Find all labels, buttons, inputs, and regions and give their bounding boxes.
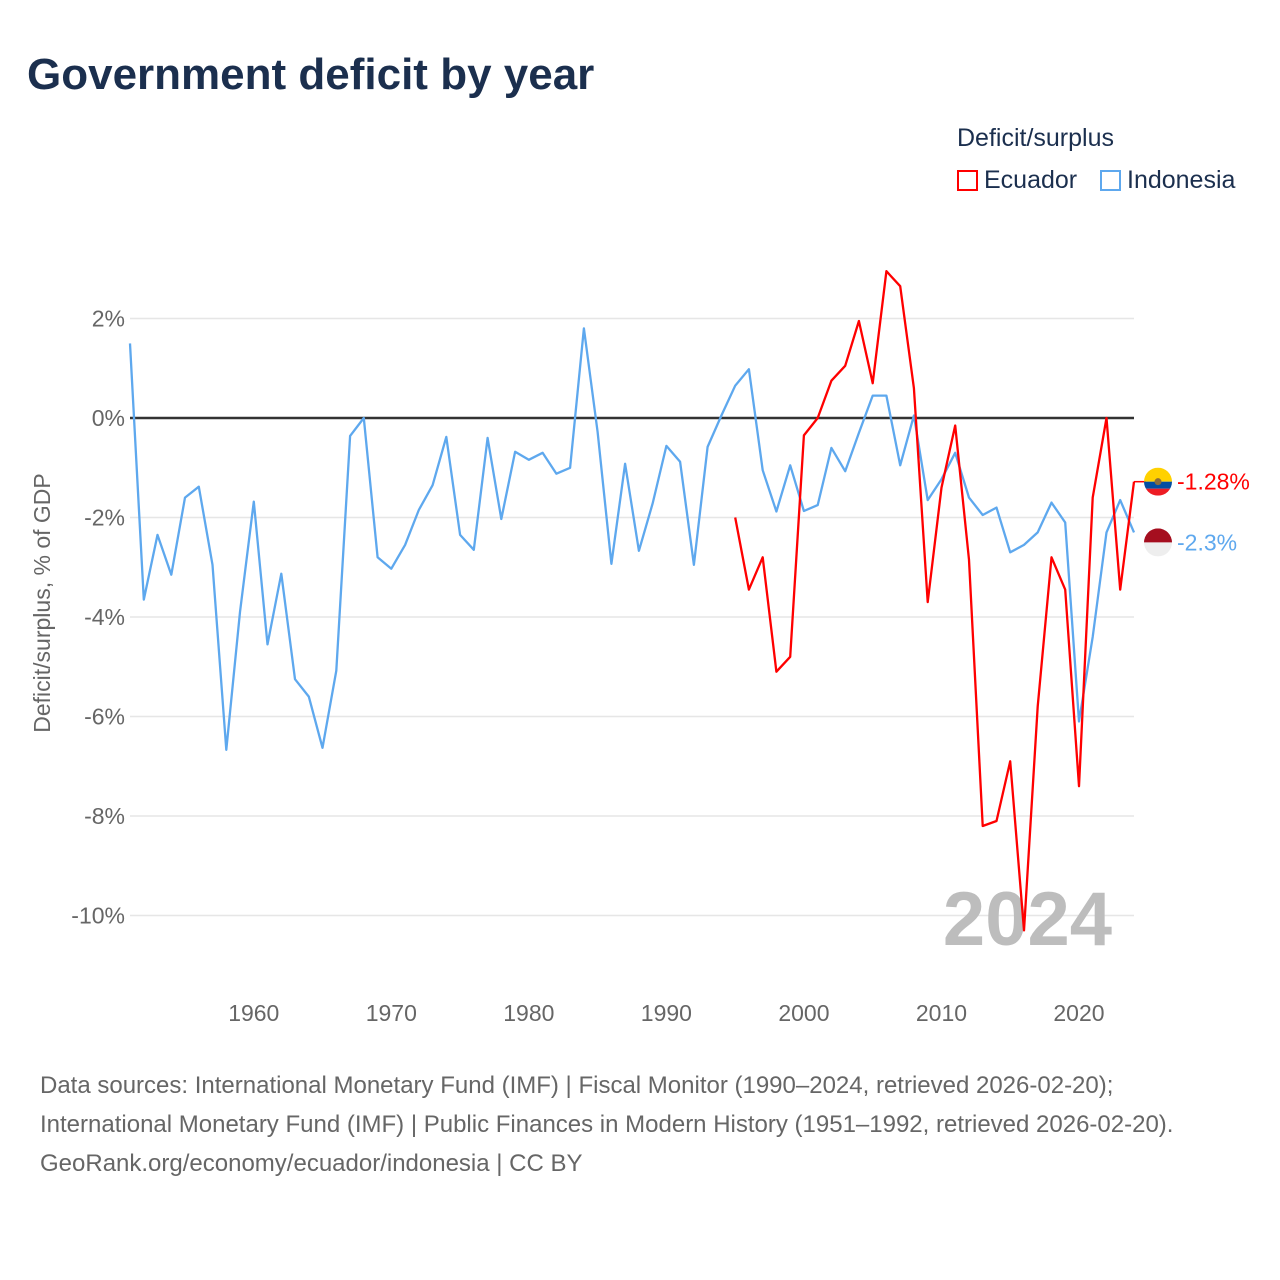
series-line-indonesia[interactable]	[128, 327, 1136, 751]
y-tick-label: -4%	[84, 604, 125, 630]
y-tick-label: -8%	[84, 803, 125, 829]
end-label-indonesia: -2.3%	[1177, 529, 1237, 555]
chart-title: Government deficit by year	[27, 50, 595, 99]
credit-link[interactable]: GeoRank.org/economy/ecuador/indonesia | …	[40, 1150, 583, 1177]
indonesia-flag-icon	[1144, 528, 1172, 557]
legend-title: Deficit/surplus	[957, 124, 1114, 152]
y-tick-label: 2%	[92, 306, 125, 332]
legend-label: Indonesia	[1127, 166, 1236, 194]
legend-swatch-ecuador	[957, 170, 978, 191]
end-label-ecuador: -1.28%	[1177, 469, 1250, 495]
legend-label: Ecuador	[984, 166, 1078, 194]
legend-item-indonesia[interactable]: Indonesia	[1100, 166, 1235, 195]
x-tick-label: 2010	[916, 1000, 967, 1026]
legend-swatch-indonesia	[1100, 170, 1121, 191]
x-tick-label: 2000	[778, 1000, 829, 1026]
y-axis-label: Deficit/surplus, % of GDP	[29, 473, 55, 732]
ecuador-flag-icon	[1144, 467, 1172, 496]
x-tick-label: 1980	[503, 1000, 554, 1026]
footer: Data sources: International Monetary Fun…	[40, 1066, 1240, 1183]
y-tick-label: -10%	[71, 903, 125, 929]
series-line-ecuador[interactable]	[734, 270, 1136, 932]
y-tick-label: 0%	[92, 405, 125, 431]
x-tick-label: 2020	[1053, 1000, 1104, 1026]
x-tick-label: 1990	[641, 1000, 692, 1026]
x-tick-label: 1970	[366, 1000, 417, 1026]
data-sources: Data sources: International Monetary Fun…	[40, 1072, 1174, 1138]
legend-item-ecuador[interactable]: Ecuador	[957, 166, 1077, 195]
y-tick-label: -2%	[84, 505, 125, 531]
x-tick-label: 1960	[228, 1000, 279, 1026]
y-tick-label: -6%	[84, 704, 125, 730]
